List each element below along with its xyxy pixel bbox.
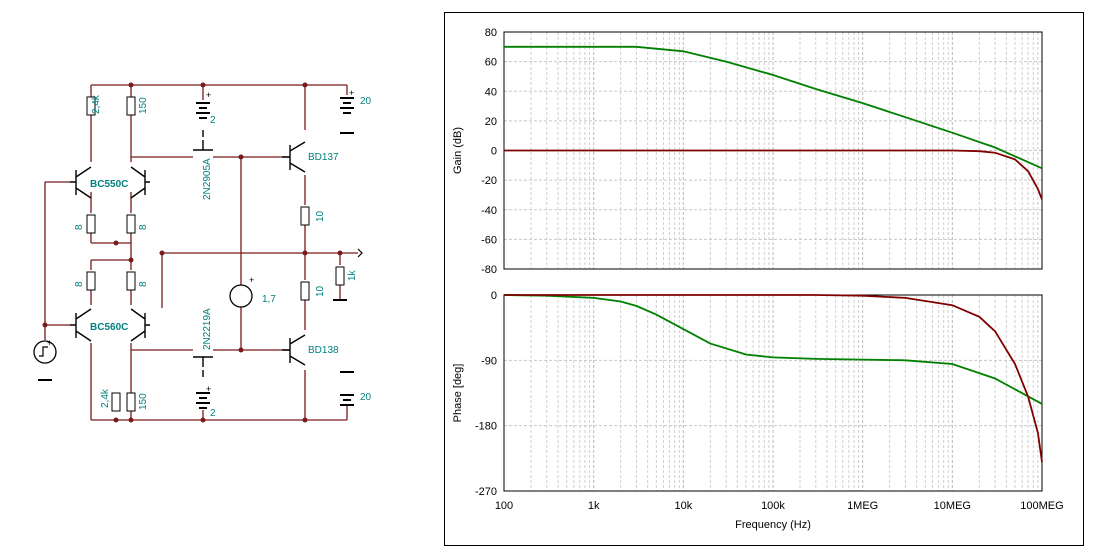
label-r-top-right: 150: [138, 97, 149, 114]
y-tick-label: -270: [475, 486, 497, 498]
label-bc550c: BC550C: [90, 179, 128, 190]
y-tick-label: 20: [485, 116, 497, 128]
component-labels: BC550C BC560C BD137 BD138 2 2 20 20 1,7 …: [74, 94, 372, 419]
label-r-top-left: 2,4k: [91, 94, 102, 114]
x-axis-label: Frequency (Hz): [735, 519, 811, 531]
series-line-green: [503, 294, 1043, 405]
y-tick-label: -40: [481, 205, 497, 217]
x-tick-label: 1k: [588, 500, 600, 512]
label-bc560c: BC560C: [90, 322, 128, 333]
label-2n2219a: 2N2219A: [202, 308, 213, 350]
x-tick-label: 10MEG: [934, 500, 971, 512]
x-tick-label: 100MEG: [1020, 500, 1063, 512]
junction-dots: [42, 82, 343, 423]
plus-mark: +: [349, 88, 354, 98]
y-tick-label: 80: [485, 27, 497, 39]
y-tick-label: -90: [481, 355, 497, 367]
label-r-bottom-right: 150: [138, 393, 149, 410]
plus-mark: +: [206, 384, 211, 394]
y-axis-label: Gain (dB): [452, 127, 464, 174]
label-r-emitter-1: 8: [74, 224, 85, 230]
y-tick-label: 40: [485, 86, 497, 98]
label-bd137: BD137: [308, 152, 339, 163]
y-tick-label: -60: [481, 234, 497, 246]
y-axis-label: Phase [deg]: [452, 364, 464, 423]
x-tick-label: 10k: [674, 500, 692, 512]
label-supply-bottom: 20: [360, 392, 372, 403]
plus-mark: +: [249, 275, 254, 285]
label-bias-source: 1,7: [262, 294, 276, 305]
bias-source-icon: [229, 284, 253, 308]
y-tick-label: 0: [491, 146, 497, 158]
label-r-out-bottom: 10: [315, 285, 326, 297]
y-tick-label: -180: [475, 421, 497, 433]
polarity-marks: + + + + +: [47, 88, 354, 394]
x-tick-label: 100: [495, 500, 513, 512]
series-line-red: [504, 149, 1043, 200]
plus-mark: +: [206, 90, 211, 100]
label-battery-bottom: 2: [210, 408, 216, 419]
label-r-emitter-4: 8: [138, 281, 149, 287]
x-tick-label: 100k: [761, 500, 785, 512]
resistors: [86, 96, 345, 412]
label-r-load: 1k: [347, 269, 358, 281]
series-line-green: [504, 45, 1043, 170]
series-line-red: [504, 294, 1043, 463]
label-battery-top: 2: [210, 115, 216, 126]
batteries: [38, 97, 354, 409]
step-wave-icon: [39, 346, 48, 357]
bode-plot-panel: 80 60 40 20 0 -20 -40 -60 -80 Gain (dB) 0 -90 -180 -2…: [444, 12, 1084, 546]
label-r-emitter-2: 8: [138, 224, 149, 230]
label-r-bottom-left: 2,4k: [100, 388, 111, 408]
x-tick-label: 1MEG: [847, 500, 878, 512]
y-tick-label: 0: [491, 290, 497, 302]
transistors: [70, 130, 306, 377]
plus-mark: +: [47, 338, 52, 348]
y-tick-label: 60: [485, 57, 497, 69]
label-2n2905a: 2N2905A: [202, 158, 213, 200]
circuit-schematic: BC550C BC560C BD137 BD138 2 2 20 20 1,7 …: [33, 82, 372, 423]
y-tick-label: -80: [481, 264, 497, 276]
label-r-out-top: 10: [315, 210, 326, 222]
label-r-emitter-3: 8: [74, 281, 85, 287]
label-supply-top: 20: [360, 96, 372, 107]
y-tick-label: -20: [481, 175, 497, 187]
label-bd138: BD138: [308, 345, 339, 356]
bode-plots: 80 60 40 20 0 -20 -40 -60 -80 Gain (dB) 0 -90 -180 -2…: [452, 27, 1064, 531]
wires: [44, 84, 358, 421]
signal-source-icon: [33, 340, 57, 364]
output-arrow-icon: [357, 248, 363, 258]
